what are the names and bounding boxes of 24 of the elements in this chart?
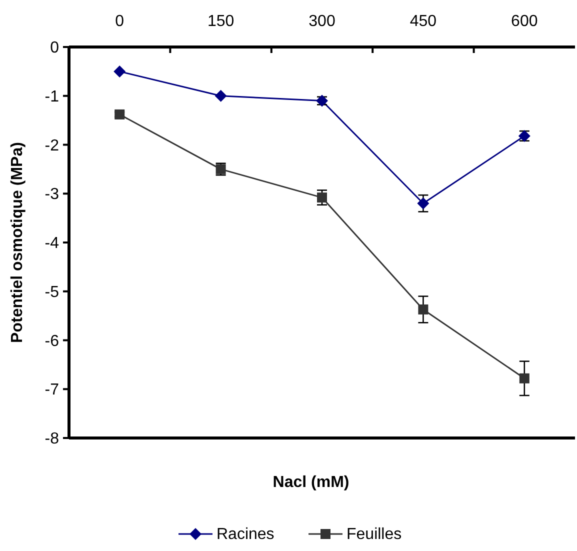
x-axis-title: Nacl (mM) — [272, 474, 350, 491]
y-tick-label: -7 — [44, 382, 60, 399]
y-tick-label: -4 — [44, 235, 60, 252]
x-tick-label: 450 — [410, 13, 437, 30]
point — [519, 373, 530, 384]
point — [417, 197, 430, 210]
y-tick-label: -3 — [44, 186, 60, 204]
x-tick-label: 150 — [207, 13, 234, 30]
legend-label: Racines — [216, 526, 274, 543]
y-tick-label: -6 — [44, 332, 60, 350]
x-tick-label: 0 — [115, 13, 124, 30]
y-tick-label: -5 — [44, 284, 60, 301]
y-tick-label: -8 — [44, 430, 60, 448]
x-tick-label: 300 — [308, 13, 336, 30]
y-tick-label: -2 — [44, 137, 60, 154]
point — [214, 90, 227, 102]
y-tick-label: -1 — [44, 88, 60, 106]
point — [114, 65, 126, 78]
y-tick-label: 0 — [50, 40, 60, 57]
y-axis-title: Potentiel osmotique (MPa) — [9, 142, 26, 343]
legend-label: Feuilles — [346, 526, 402, 543]
point — [418, 304, 428, 314]
x-tick-label: 600 — [511, 13, 538, 30]
point — [317, 192, 327, 203]
